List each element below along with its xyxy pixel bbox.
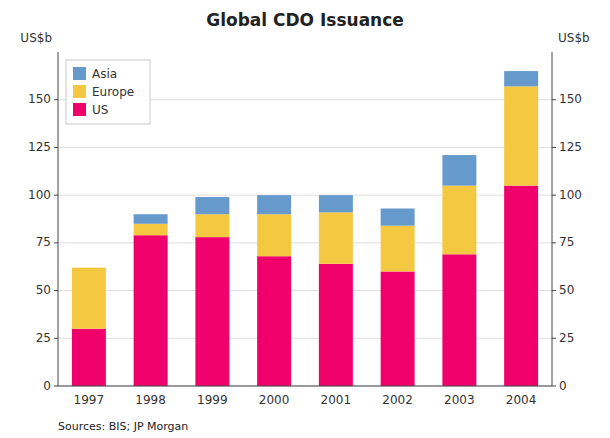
grid-line (58, 290, 552, 291)
y-axis-line (58, 52, 59, 386)
y2-tick (552, 147, 556, 148)
bar-segment (195, 214, 229, 237)
x-tick-label: 1998 (135, 393, 166, 407)
legend-box (66, 60, 150, 124)
x-tick-label: 2000 (259, 393, 290, 407)
bar-segment (257, 214, 291, 256)
y-tick (54, 290, 58, 291)
x-axis-line (58, 386, 552, 387)
y-tick-label: 150 (28, 92, 51, 106)
bar-segment (504, 186, 538, 386)
bar-segment (504, 71, 538, 86)
y-tick-label: 50 (36, 283, 51, 297)
bar-segment (257, 195, 291, 214)
bar-segment (319, 195, 353, 212)
y2-tick-label: 25 (559, 331, 574, 345)
y2-tick-label: 150 (559, 92, 582, 106)
y-tick (54, 242, 58, 243)
y2-tick (552, 242, 556, 243)
grid-line (58, 242, 552, 243)
bar-segment (504, 86, 538, 185)
y2-tick (552, 99, 556, 100)
axes: 0 25 50 75 100 125 150 0 25 50 75 100 125 150 1997 1998… (28, 52, 582, 407)
bar-segment (195, 237, 229, 386)
y2-axis-label: US$b (558, 31, 590, 45)
bar-segment (381, 271, 415, 386)
x-tick-label: 1999 (197, 393, 228, 407)
x-tick-label: 1997 (74, 393, 105, 407)
grid (58, 100, 552, 386)
bar-segment (195, 197, 229, 214)
y-tick (54, 338, 58, 339)
bar-segment (442, 254, 476, 386)
y2-tick-label: 50 (559, 283, 574, 297)
grid-line (58, 195, 552, 196)
chart: 0 25 50 75 100 125 150 0 25 50 75 100 125 150 1997 1998… (0, 0, 610, 438)
bar-segment (72, 329, 106, 386)
y-tick (54, 99, 58, 100)
y2-tick-label: 75 (559, 235, 574, 249)
bar-segment (134, 224, 168, 235)
legend-label: Asia (92, 67, 117, 81)
bar-segment (72, 267, 106, 268)
y2-tick (552, 386, 556, 387)
grid-line (58, 338, 552, 339)
legend-swatch (73, 67, 86, 80)
y2-tick-label: 100 (559, 188, 582, 202)
bar-segment (257, 256, 291, 386)
grid-line (58, 147, 552, 148)
y-tick (54, 147, 58, 148)
y2-tick-label: 0 (559, 379, 567, 393)
x-tick-label: 2003 (444, 393, 475, 407)
y2-tick-label: 125 (559, 140, 582, 154)
legend-label: US (92, 103, 108, 117)
y-tick-label: 100 (28, 188, 51, 202)
grid-line (58, 386, 552, 387)
bar-segment (442, 155, 476, 186)
x-tick-label: 2001 (321, 393, 352, 407)
x-tick-label: 2004 (506, 393, 537, 407)
y2-tick (552, 290, 556, 291)
bar-segment (319, 264, 353, 386)
x-tick-label: 2002 (382, 393, 413, 407)
title: Global CDO Issuance (206, 10, 404, 30)
y-axis-label: US$b (20, 31, 52, 45)
y2-tick (552, 195, 556, 196)
y-tick-label: 0 (43, 379, 51, 393)
bar-segment (381, 226, 415, 272)
y2-axis-line (552, 52, 553, 386)
bar-segment (134, 214, 168, 224)
page: {"chart_data": {"type": "bar", "stacked"… (0, 0, 610, 438)
source-note: Sources: BIS; JP Morgan (58, 420, 188, 433)
bar-segment (442, 186, 476, 255)
y-tick (54, 195, 58, 196)
y-tick-label: 25 (36, 331, 51, 345)
y2-tick (552, 338, 556, 339)
bar-segment (319, 212, 353, 264)
legend-swatch (73, 103, 86, 116)
y-tick-label: 75 (36, 235, 51, 249)
bar-segment (381, 209, 415, 226)
y-tick (54, 386, 58, 387)
y-tick-label: 125 (28, 140, 51, 154)
bar-segment (134, 235, 168, 386)
legend-swatch (73, 85, 86, 98)
legend-label: Europe (92, 85, 134, 99)
legend: Asia Europe US (66, 60, 150, 124)
bar-segment (72, 268, 106, 329)
